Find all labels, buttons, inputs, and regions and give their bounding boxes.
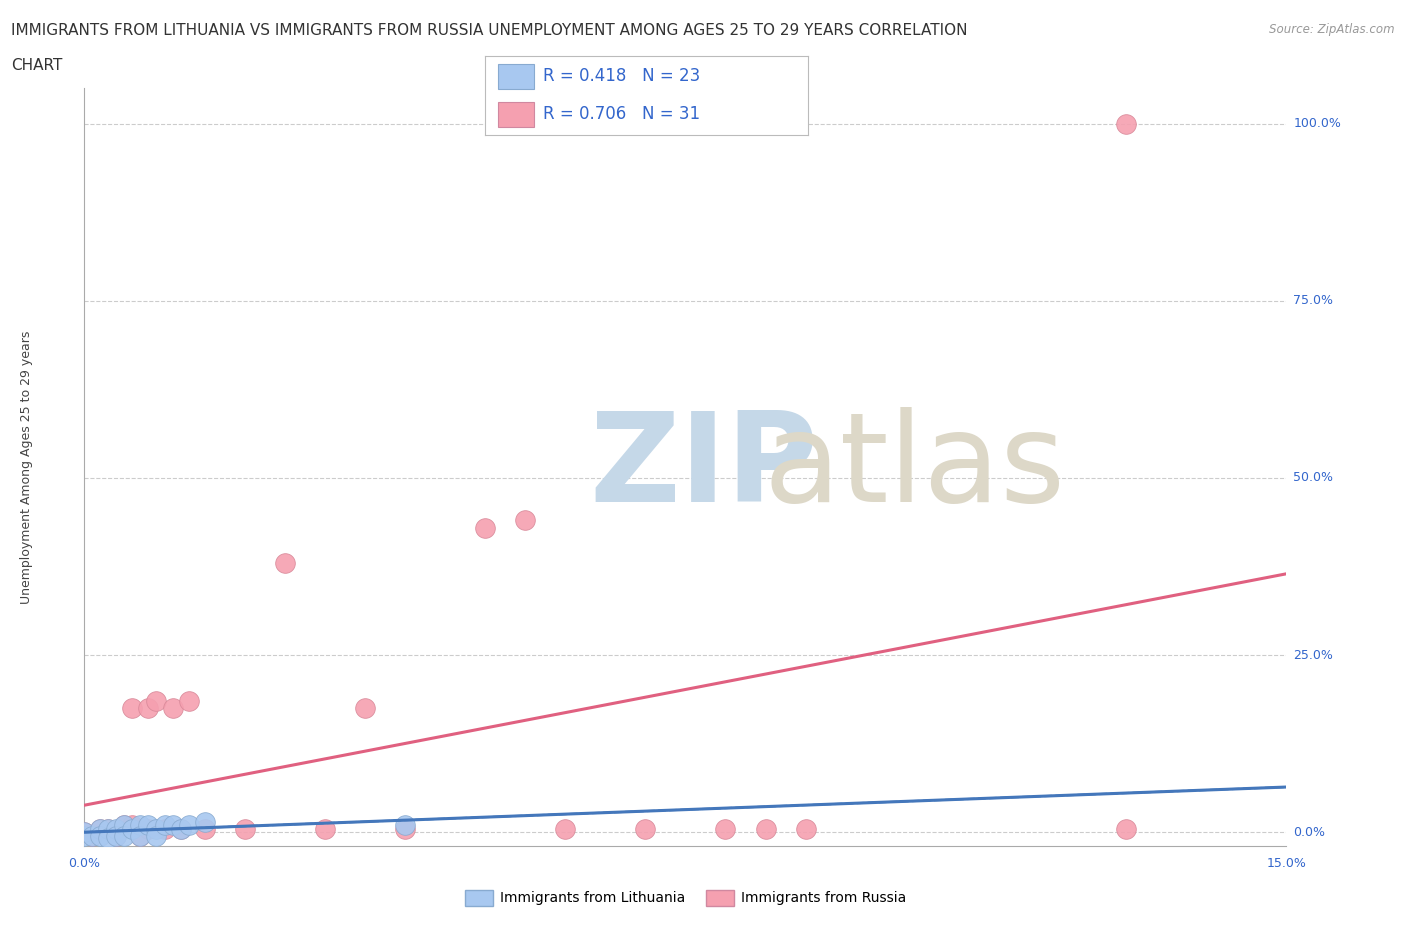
- Point: [714, 821, 737, 836]
- Point: [177, 817, 200, 832]
- Point: [138, 821, 160, 836]
- Point: [97, 830, 120, 845]
- Point: [129, 829, 152, 844]
- Point: [169, 821, 191, 836]
- Point: [121, 817, 143, 832]
- Text: atlas: atlas: [763, 406, 1066, 528]
- Text: 0.0%: 0.0%: [69, 857, 100, 870]
- Point: [138, 700, 160, 715]
- Point: [121, 821, 143, 836]
- Text: 75.0%: 75.0%: [1294, 295, 1333, 307]
- Text: 100.0%: 100.0%: [1294, 117, 1341, 130]
- Legend: Immigrants from Lithuania, Immigrants from Russia: Immigrants from Lithuania, Immigrants fr…: [460, 884, 911, 911]
- Point: [1115, 821, 1137, 836]
- Point: [194, 814, 217, 829]
- Point: [394, 821, 416, 836]
- Text: CHART: CHART: [11, 58, 63, 73]
- Bar: [498, 101, 534, 127]
- Point: [82, 829, 104, 844]
- Point: [233, 821, 256, 836]
- Point: [153, 821, 176, 836]
- Text: R = 0.418   N = 23: R = 0.418 N = 23: [543, 67, 700, 86]
- Point: [162, 700, 184, 715]
- Point: [169, 821, 191, 836]
- Point: [145, 829, 167, 844]
- Point: [153, 817, 176, 832]
- Point: [474, 520, 496, 535]
- Point: [73, 825, 96, 840]
- Point: [755, 821, 778, 836]
- Point: [314, 821, 336, 836]
- Text: 50.0%: 50.0%: [1294, 472, 1333, 485]
- Point: [129, 829, 152, 844]
- Point: [114, 829, 135, 844]
- Point: [145, 694, 167, 709]
- Text: 15.0%: 15.0%: [1267, 857, 1306, 870]
- Point: [89, 821, 111, 836]
- Point: [82, 829, 104, 844]
- Point: [97, 821, 120, 836]
- Point: [194, 821, 217, 836]
- Text: Source: ZipAtlas.com: Source: ZipAtlas.com: [1270, 23, 1395, 36]
- Point: [274, 555, 297, 570]
- Text: ZIP: ZIP: [589, 406, 818, 528]
- Point: [634, 821, 657, 836]
- Point: [554, 821, 576, 836]
- Text: IMMIGRANTS FROM LITHUANIA VS IMMIGRANTS FROM RUSSIA UNEMPLOYMENT AMONG AGES 25 T: IMMIGRANTS FROM LITHUANIA VS IMMIGRANTS …: [11, 23, 967, 38]
- Point: [394, 817, 416, 832]
- Point: [515, 513, 537, 528]
- Point: [354, 700, 377, 715]
- Text: Unemployment Among Ages 25 to 29 years: Unemployment Among Ages 25 to 29 years: [20, 331, 34, 604]
- Text: 25.0%: 25.0%: [1294, 648, 1333, 661]
- Bar: [498, 64, 534, 89]
- Point: [138, 817, 160, 832]
- Point: [73, 829, 96, 844]
- Point: [105, 821, 128, 836]
- Point: [114, 817, 135, 832]
- Point: [89, 821, 111, 836]
- Point: [177, 694, 200, 709]
- Point: [105, 829, 128, 844]
- Point: [73, 825, 96, 840]
- Point: [97, 821, 120, 836]
- Point: [114, 817, 135, 832]
- Text: R = 0.706   N = 31: R = 0.706 N = 31: [543, 105, 700, 124]
- Point: [129, 817, 152, 832]
- Point: [162, 817, 184, 832]
- Text: 0.0%: 0.0%: [1294, 826, 1326, 839]
- Point: [121, 700, 143, 715]
- Point: [89, 829, 111, 844]
- Point: [145, 821, 167, 836]
- Point: [794, 821, 817, 836]
- Point: [1115, 116, 1137, 131]
- Point: [105, 829, 128, 844]
